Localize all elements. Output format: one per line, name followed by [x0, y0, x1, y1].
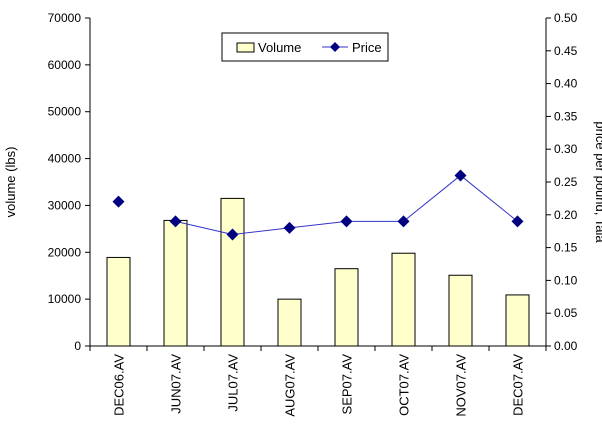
- y2-tick-label: 0.05: [554, 306, 578, 320]
- axes: [89, 18, 547, 347]
- price-marker: [112, 195, 125, 208]
- volume-bar: [106, 256, 131, 347]
- price-marker: [169, 215, 182, 228]
- y2-tick-label: 0.30: [554, 142, 578, 156]
- price-marker: [226, 228, 239, 241]
- volume-bar: [505, 294, 530, 347]
- volume-bar: [391, 252, 416, 347]
- y2-axis-title: price per pound, Tala: [593, 121, 602, 243]
- volume-bars: [106, 197, 530, 347]
- legend: Volume Price: [221, 32, 389, 62]
- price-line-series: [112, 169, 524, 241]
- right-axis-ticks: 0.00 0.05 0.10 0.15 0.20 0.25 0.30 0.35 0.40 0.45…: [546, 11, 578, 353]
- y2-tick-label: 0.45: [554, 44, 578, 58]
- x-tick-label: SEP07.AV: [340, 354, 355, 415]
- y2-tick-label: 0.15: [554, 241, 578, 255]
- y-tick-label: 0: [74, 339, 81, 353]
- legend-price-marker: [330, 42, 340, 52]
- x-tick-label: OCT07.AV: [397, 354, 412, 416]
- volume-bar: [220, 197, 245, 347]
- x-tick-label: JUL07.AV: [226, 354, 241, 412]
- y-tick-label: 20000: [48, 245, 82, 259]
- y2-tick-label: 0.10: [554, 273, 578, 287]
- x-tick-label: DEC06.AV: [112, 354, 127, 416]
- y-axis-title: volume (lbs): [3, 147, 18, 218]
- y-tick-label: 60000: [48, 58, 82, 72]
- price-marker: [454, 169, 467, 182]
- price-marker: [340, 215, 353, 228]
- x-tick-label: NOV07.AV: [454, 354, 469, 417]
- x-tick-label: AUG07.AV: [283, 354, 298, 417]
- volume-bar: [334, 268, 359, 347]
- y2-tick-label: 0.00: [554, 339, 578, 353]
- y2-tick-label: 0.35: [554, 109, 578, 123]
- x-tick-label: JUN07.AV: [169, 354, 184, 414]
- legend-volume-swatch: [236, 42, 255, 53]
- volume-bar: [277, 298, 302, 347]
- x-axis-ticks: DEC06.AV JUN07.AV JUL07.AV AUG07.AV SEP07.AV…: [89, 346, 547, 417]
- price-marker: [397, 215, 410, 228]
- y2-tick-label: 0.20: [554, 208, 578, 222]
- legend-price-label: Price: [352, 40, 382, 55]
- y2-tick-label: 0.25: [554, 175, 578, 189]
- x-tick-label: DEC07.AV: [511, 354, 526, 416]
- left-axis-ticks: 0 10000 20000 30000 40000 50000 60000 70000: [48, 11, 90, 353]
- volume-bar: [448, 274, 473, 347]
- price-marker: [283, 221, 296, 234]
- y-tick-label: 50000: [48, 105, 82, 119]
- price-marker: [511, 215, 524, 228]
- y2-tick-label: 0.50: [554, 11, 578, 25]
- y-tick-label: 70000: [48, 11, 82, 25]
- y2-tick-label: 0.40: [554, 77, 578, 91]
- y-tick-label: 40000: [48, 152, 82, 166]
- y-tick-label: 10000: [48, 292, 82, 306]
- legend-volume-label: Volume: [258, 40, 301, 55]
- volume-bar: [163, 219, 188, 347]
- y-tick-label: 30000: [48, 198, 82, 212]
